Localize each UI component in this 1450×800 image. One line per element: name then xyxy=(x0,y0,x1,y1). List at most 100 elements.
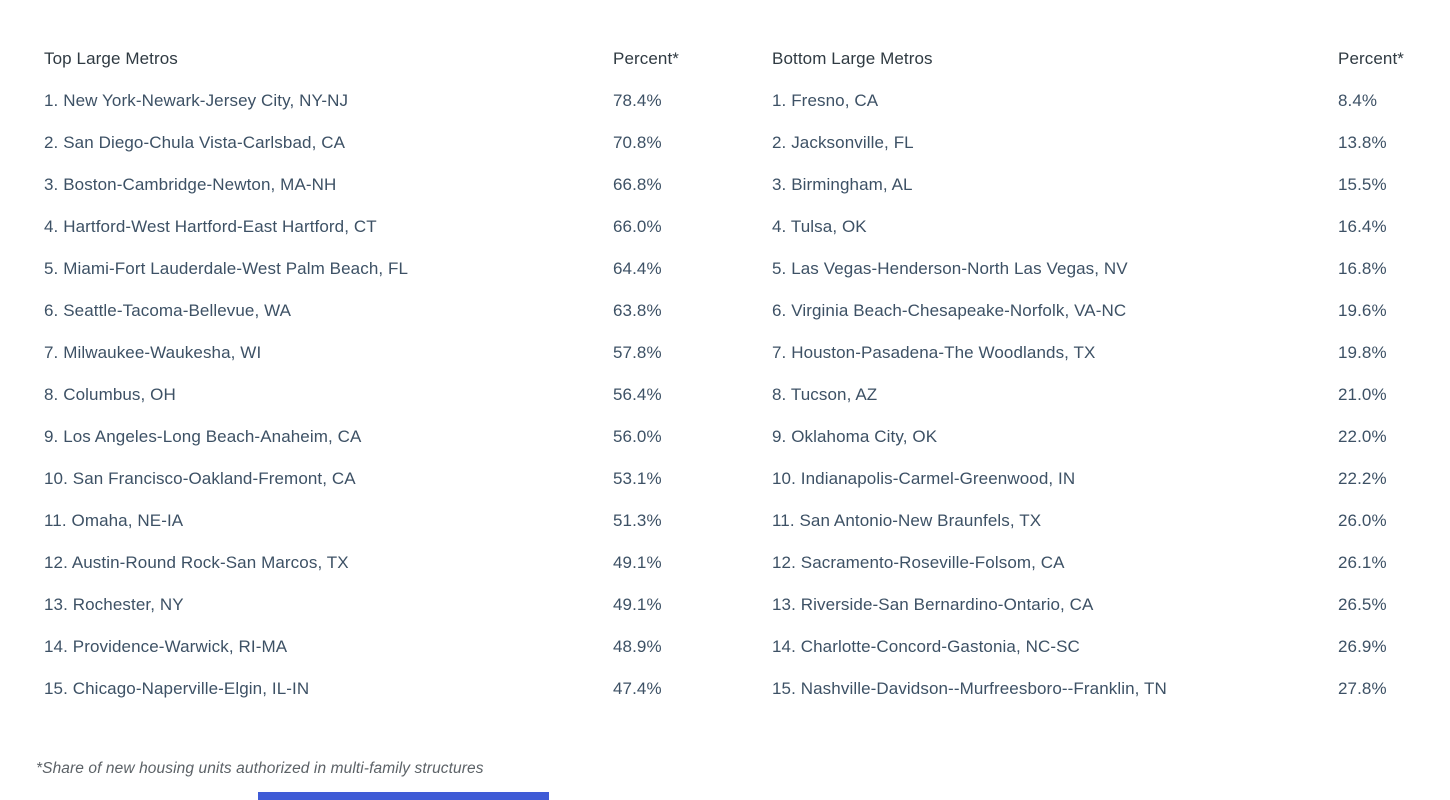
metro-name: 8. Tucson, AZ xyxy=(772,385,878,404)
metro-name: 15. Nashville-Davidson--Murfreesboro--Fr… xyxy=(772,679,1167,698)
table-row: 2. San Diego-Chula Vista-Carlsbad, CA 70… xyxy=(44,122,733,164)
metro-name: 13. Riverside-San Bernardino-Ontario, CA xyxy=(772,595,1094,614)
table-row: 9. Los Angeles-Long Beach-Anaheim, CA 56… xyxy=(44,416,733,458)
metro-percent: 56.0% xyxy=(613,427,662,446)
table-header-row: Top Large Metros Percent* xyxy=(44,38,733,80)
metro-percent: 51.3% xyxy=(613,511,662,530)
metro-name: 11. San Antonio-New Braunfels, TX xyxy=(772,511,1042,530)
bottom-accent-bar xyxy=(258,792,549,800)
table-row: 10. Indianapolis-Carmel-Greenwood, IN 22… xyxy=(772,458,1450,500)
table-row: 5. Las Vegas-Henderson-North Las Vegas, … xyxy=(772,248,1450,290)
table-row: 3. Birmingham, AL 15.5% xyxy=(772,164,1450,206)
metro-percent: 15.5% xyxy=(1338,175,1387,194)
metro-percent: 22.2% xyxy=(1338,469,1387,488)
table-row: 11. Omaha, NE-IA 51.3% xyxy=(44,500,733,542)
metro-name: 3. Birmingham, AL xyxy=(772,175,913,194)
table-row: 1. Fresno, CA 8.4% xyxy=(772,80,1450,122)
table-row: 1. New York-Newark-Jersey City, NY-NJ 78… xyxy=(44,80,733,122)
table-row: 15. Nashville-Davidson--Murfreesboro--Fr… xyxy=(772,668,1450,710)
metro-name: 5. Miami-Fort Lauderdale-West Palm Beach… xyxy=(44,259,409,278)
metro-percent: 64.4% xyxy=(613,259,662,278)
metro-name: 7. Houston-Pasadena-The Woodlands, TX xyxy=(772,343,1096,362)
table-row: 8. Tucson, AZ 21.0% xyxy=(772,374,1450,416)
metro-name: 10. San Francisco-Oakland-Fremont, CA xyxy=(44,469,356,488)
metro-percent: 16.8% xyxy=(1338,259,1387,278)
metro-percent: 78.4% xyxy=(613,91,662,110)
metro-name: 9. Oklahoma City, OK xyxy=(772,427,938,446)
metro-percent: 70.8% xyxy=(613,133,662,152)
metro-percent: 27.8% xyxy=(1338,679,1387,698)
metro-name: 4. Tulsa, OK xyxy=(772,217,867,236)
metro-percent: 22.0% xyxy=(1338,427,1387,446)
table-row: 4. Hartford-West Hartford-East Hartford,… xyxy=(44,206,733,248)
metro-name: 5. Las Vegas-Henderson-North Las Vegas, … xyxy=(772,259,1128,278)
top-large-metros-table: Top Large Metros Percent* 1. New York-Ne… xyxy=(44,38,733,710)
table-row: 5. Miami-Fort Lauderdale-West Palm Beach… xyxy=(44,248,733,290)
metro-percent: 26.0% xyxy=(1338,511,1387,530)
metro-percent: 48.9% xyxy=(613,637,662,656)
metro-name: 13. Rochester, NY xyxy=(44,595,184,614)
percent-column-header: Percent* xyxy=(1338,49,1405,68)
metro-percent: 57.8% xyxy=(613,343,662,362)
table-row: 9. Oklahoma City, OK 22.0% xyxy=(772,416,1450,458)
metro-percent: 16.4% xyxy=(1338,217,1387,236)
metro-percent: 47.4% xyxy=(613,679,662,698)
metro-percent: 26.1% xyxy=(1338,553,1387,572)
footnote: *Share of new housing units authorized i… xyxy=(36,760,484,777)
metro-percent: 13.8% xyxy=(1338,133,1387,152)
metro-percent: 66.0% xyxy=(613,217,662,236)
table-row: 14. Providence-Warwick, RI-MA 48.9% xyxy=(44,626,733,668)
metro-name: 14. Charlotte-Concord-Gastonia, NC-SC xyxy=(772,637,1080,656)
metro-name: 12. Sacramento-Roseville-Folsom, CA xyxy=(772,553,1065,572)
table-row: 13. Rochester, NY 49.1% xyxy=(44,584,733,626)
table-row: 14. Charlotte-Concord-Gastonia, NC-SC 26… xyxy=(772,626,1450,668)
table-row: 6. Virginia Beach-Chesapeake-Norfolk, VA… xyxy=(772,290,1450,332)
table-row: 15. Chicago-Naperville-Elgin, IL-IN 47.4… xyxy=(44,668,733,710)
metro-percent: 26.5% xyxy=(1338,595,1387,614)
table-row: 3. Boston-Cambridge-Newton, MA-NH 66.8% xyxy=(44,164,733,206)
metro-percent: 19.6% xyxy=(1338,301,1387,320)
table-row: 2. Jacksonville, FL 13.8% xyxy=(772,122,1450,164)
metro-percent: 21.0% xyxy=(1338,385,1387,404)
table-row: 6. Seattle-Tacoma-Bellevue, WA 63.8% xyxy=(44,290,733,332)
metro-percent: 19.8% xyxy=(1338,343,1387,362)
metro-name: 14. Providence-Warwick, RI-MA xyxy=(44,637,288,656)
metro-percent: 26.9% xyxy=(1338,637,1387,656)
metro-name: 6. Seattle-Tacoma-Bellevue, WA xyxy=(44,301,292,320)
bottom-metros-column-header: Bottom Large Metros xyxy=(772,49,933,68)
metro-percent: 63.8% xyxy=(613,301,662,320)
table-row: 13. Riverside-San Bernardino-Ontario, CA… xyxy=(772,584,1450,626)
metro-name: 3. Boston-Cambridge-Newton, MA-NH xyxy=(44,175,337,194)
table-row: 4. Tulsa, OK 16.4% xyxy=(772,206,1450,248)
table-row: 12. Austin-Round Rock-San Marcos, TX 49.… xyxy=(44,542,733,584)
table-header-row: Bottom Large Metros Percent* xyxy=(772,38,1450,80)
top-metros-column-header: Top Large Metros xyxy=(44,49,178,68)
table-row: 8. Columbus, OH 56.4% xyxy=(44,374,733,416)
table-row: 7. Houston-Pasadena-The Woodlands, TX 19… xyxy=(772,332,1450,374)
metro-name: 7. Milwaukee-Waukesha, WI xyxy=(44,343,262,362)
metro-name: 12. Austin-Round Rock-San Marcos, TX xyxy=(44,553,349,572)
metro-name: 4. Hartford-West Hartford-East Hartford,… xyxy=(44,217,377,236)
metro-percent: 53.1% xyxy=(613,469,662,488)
metro-percent: 56.4% xyxy=(613,385,662,404)
metro-percent: 66.8% xyxy=(613,175,662,194)
metro-percent: 49.1% xyxy=(613,553,662,572)
metro-name: 1. New York-Newark-Jersey City, NY-NJ xyxy=(44,91,349,110)
metro-percent: 8.4% xyxy=(1338,91,1378,110)
table-row: 12. Sacramento-Roseville-Folsom, CA 26.1… xyxy=(772,542,1450,584)
metro-name: 8. Columbus, OH xyxy=(44,385,176,404)
metro-percent: 49.1% xyxy=(613,595,662,614)
table-row: 7. Milwaukee-Waukesha, WI 57.8% xyxy=(44,332,733,374)
metro-name: 10. Indianapolis-Carmel-Greenwood, IN xyxy=(772,469,1076,488)
metro-name: 2. Jacksonville, FL xyxy=(772,133,914,152)
metro-name: 9. Los Angeles-Long Beach-Anaheim, CA xyxy=(44,427,362,446)
table-row: 10. San Francisco-Oakland-Fremont, CA 53… xyxy=(44,458,733,500)
table-row: 11. San Antonio-New Braunfels, TX 26.0% xyxy=(772,500,1450,542)
metro-name: 2. San Diego-Chula Vista-Carlsbad, CA xyxy=(44,133,346,152)
bottom-large-metros-table: Bottom Large Metros Percent* 1. Fresno, … xyxy=(772,38,1450,710)
percent-column-header: Percent* xyxy=(613,49,680,68)
metro-name: 1. Fresno, CA xyxy=(772,91,879,110)
metro-name: 15. Chicago-Naperville-Elgin, IL-IN xyxy=(44,679,310,698)
metro-name: 6. Virginia Beach-Chesapeake-Norfolk, VA… xyxy=(772,301,1127,320)
metro-name: 11. Omaha, NE-IA xyxy=(44,511,184,530)
